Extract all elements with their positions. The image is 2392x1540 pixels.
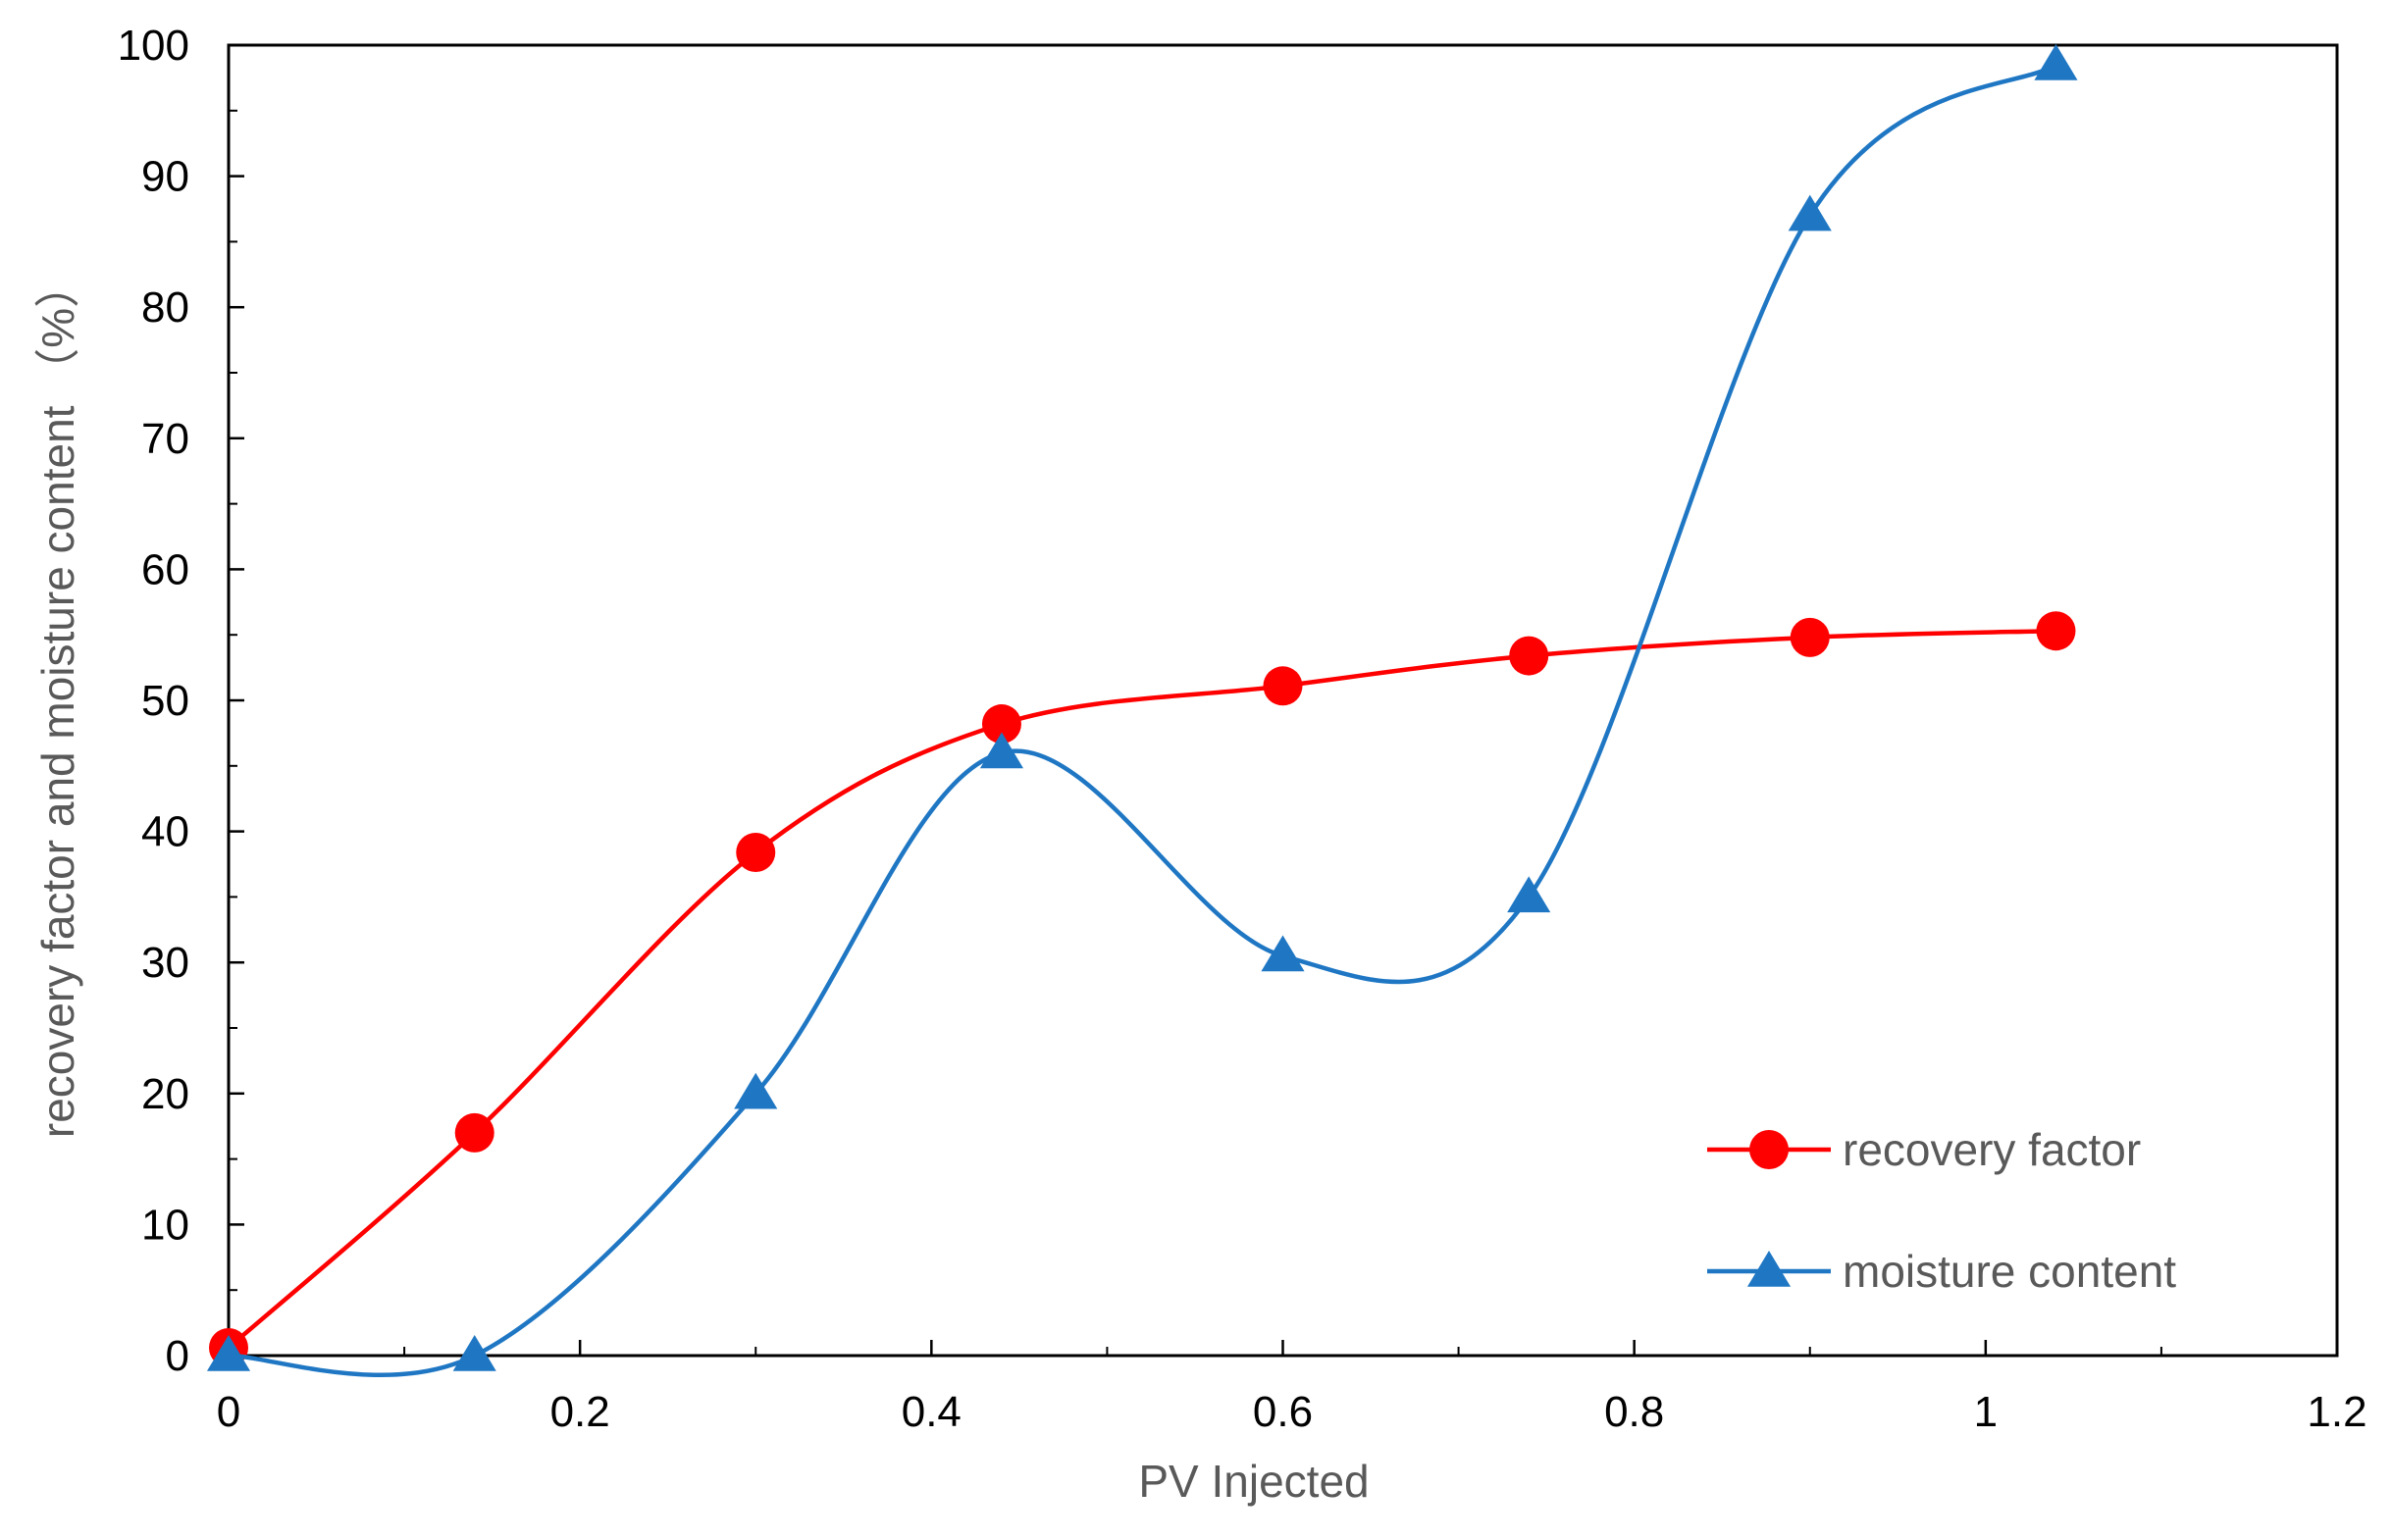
x-tick-label: 1.2 [2307,1388,2366,1436]
legend-marker-circle [1749,1130,1789,1169]
tick-labels: 0 0.2 0.4 0.6 0.8 1 1.2 0 10 20 30 40 50 60 70 80 90 100 [118,22,2367,1436]
y-tick-label: 90 [141,153,189,201]
y-tick-label: 20 [141,1070,189,1118]
data-point-triangle [1261,935,1305,972]
x-tick-label: 1 [1974,1388,1998,1436]
data-point-circle [1790,617,1830,657]
y-tick-label: 0 [166,1332,189,1380]
legend-item-recovery-factor: recovery factor [1707,1124,2141,1175]
x-tick-label: 0.4 [902,1388,962,1436]
y-tick-label: 10 [141,1201,189,1249]
data-point-triangle [1507,876,1551,913]
data-point-triangle [979,732,1024,769]
y-axis-title: recovery factor and moisture content （%） [32,263,83,1138]
x-axis-title: PV Injected [1138,1456,1369,1507]
x-tick-label: 0.6 [1253,1388,1313,1436]
data-point-triangle [206,1335,251,1371]
x-tick-label: 0.2 [550,1388,610,1436]
y-tick-label: 80 [141,283,189,332]
series-layer [206,44,2078,1377]
data-point-triangle [1788,194,1832,231]
data-point-circle [1263,666,1303,706]
legend-item-moisture-content: moisture content [1707,1246,2176,1297]
x-tick-label: 0 [217,1388,240,1436]
legend-label: recovery factor [1843,1124,2141,1175]
data-point-circle [736,832,776,872]
data-point-circle [2036,611,2076,651]
y-tick-label: 60 [141,545,189,593]
legend-label: moisture content [1843,1246,2176,1297]
y-tick-label: 100 [118,22,189,70]
series-line-moisture-content [228,63,2057,1377]
data-point-circle [1509,636,1549,676]
x-tick-label: 0.8 [1604,1388,1664,1436]
data-point-circle [981,704,1021,744]
y-tick-label: 40 [141,808,189,856]
data-point-triangle [734,1072,778,1109]
y-tick-label: 30 [141,939,189,987]
legend: recovery factor moisture content [1707,1124,2176,1297]
data-point-circle [454,1112,494,1153]
legend-marker-triangle [1746,1251,1792,1287]
data-point-triangle [452,1335,496,1371]
data-point-triangle [2034,44,2078,80]
series-moisture-content [206,44,2078,1377]
y-tick-label: 50 [141,677,189,725]
y-tick-label: 70 [141,415,189,463]
